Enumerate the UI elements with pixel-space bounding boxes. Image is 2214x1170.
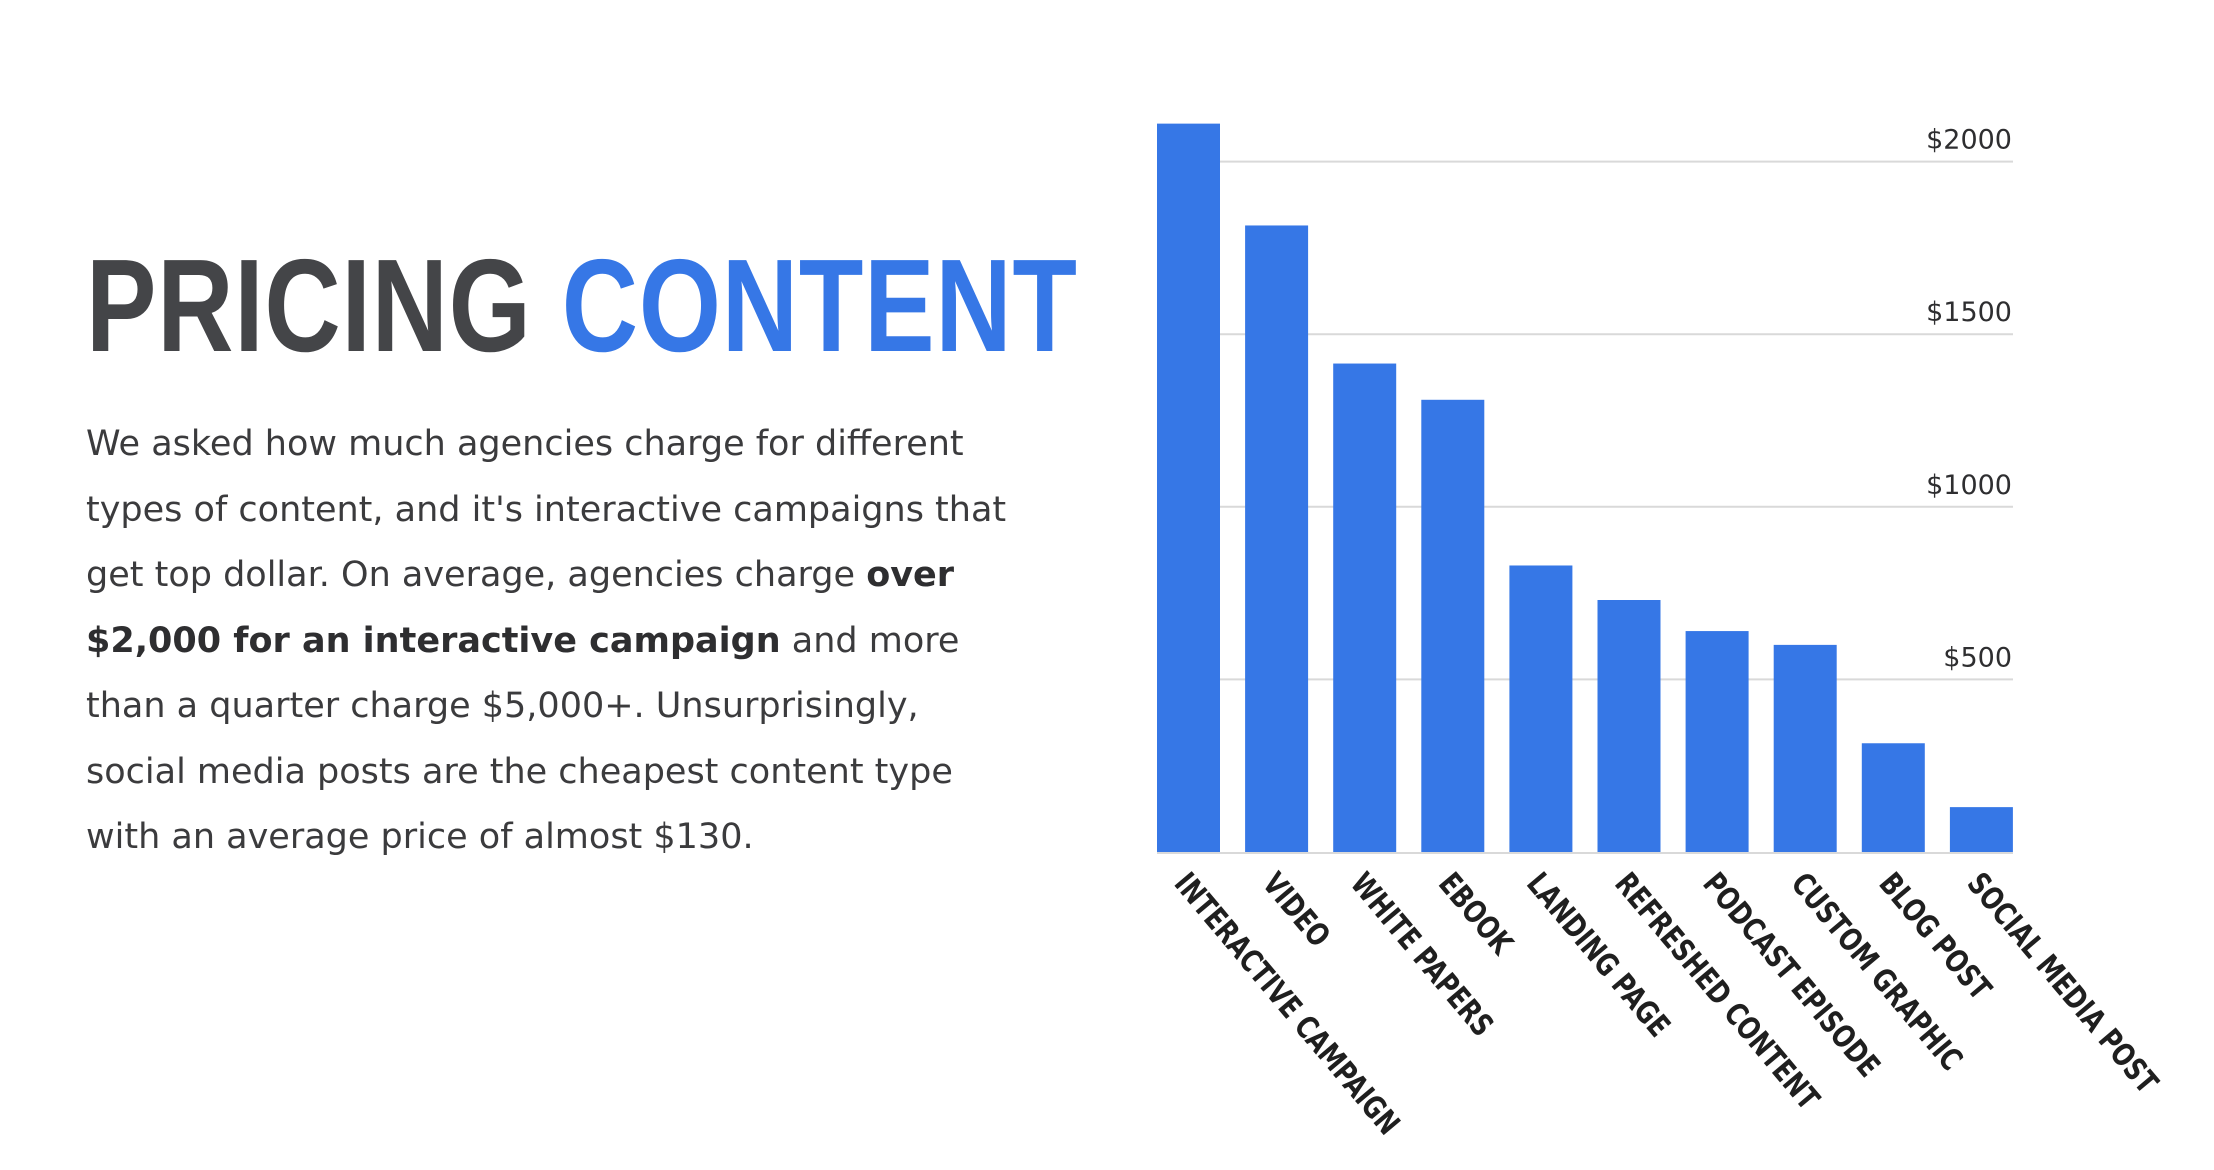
bar [1861,743,1925,852]
x-tick-label: EBOOK [1431,865,1521,962]
y-tick-label: $1500 [1926,297,2012,328]
description-highlight: over $2,000 for an interactive campaign [86,555,955,661]
description-paragraph: We asked how much agencies charge for di… [86,412,1026,871]
bar [1245,225,1309,852]
title-word-pricing: PRICING [86,232,532,379]
title-word-content: CONTENT [561,232,1078,379]
x-tick-label: VIDEO [1255,865,1338,954]
bar [1685,631,1749,852]
bars [1157,123,2013,853]
description-text-end: and more than a quarter charge $5,000+. … [86,620,960,858]
bar [1421,399,1485,852]
bar [1597,600,1661,852]
y-tick-label: $2000 [1926,125,2012,156]
bar [1333,363,1397,852]
bar [1509,565,1573,852]
bar [1773,644,1837,852]
page-title: PRICING CONTENT [86,240,1078,372]
bar [1157,123,1220,853]
bar [1949,807,2013,852]
y-tick-label: $1000 [1926,470,2012,501]
y-axis-tick-labels: $500 $1000 $1500 $2000 [1926,125,2012,674]
description-text-start: We asked how much agencies charge for di… [86,424,1007,595]
y-tick-label: $500 [1943,642,2012,673]
